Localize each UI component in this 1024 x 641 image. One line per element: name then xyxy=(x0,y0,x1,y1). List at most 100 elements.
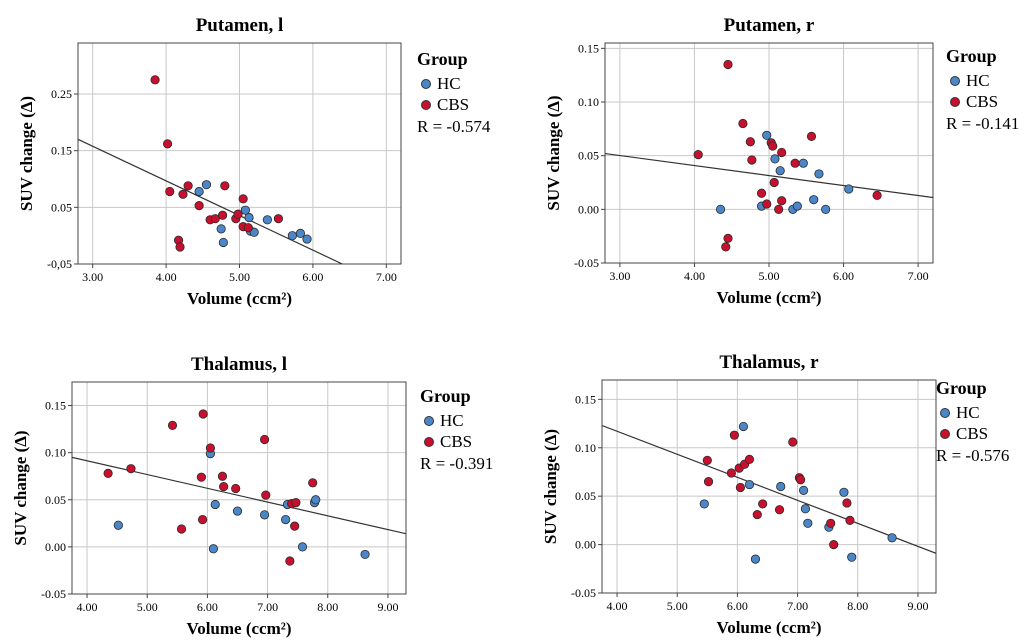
legend-putamen-r: Group HC CBS R = -0.141 xyxy=(946,46,1019,134)
point-cbs xyxy=(702,455,712,465)
point-cbs xyxy=(806,131,817,141)
chart-thalamus-l: 4.00 5.00 6.00 7.00 8.00 9.00 -0.05 0.00 0.05 0.1… xyxy=(0,320,512,641)
chart-title: Putamen, l xyxy=(196,15,284,36)
point-hc xyxy=(821,204,831,214)
plot-border xyxy=(77,42,402,265)
chart-title: Thalamus, r xyxy=(719,352,819,373)
x-tick-label: 5.00 xyxy=(137,600,158,614)
legend-label-cbs: CBS xyxy=(437,95,470,114)
cbs-marker-icon xyxy=(940,428,950,439)
chart-title: Putamen, r xyxy=(724,15,815,36)
x-tick-label: 4.00 xyxy=(607,599,628,613)
point-cbs xyxy=(726,468,736,478)
point-hc xyxy=(218,237,228,248)
chart-putamen-r: 3.00 4.00 5.00 6.00 7.00 -0.05 0.00 0.05 0.10 0.1… xyxy=(512,0,1024,320)
point-cbs xyxy=(769,177,779,188)
point-hc xyxy=(232,506,243,516)
y-tick-label: 0.05 xyxy=(575,489,596,503)
x-axis-label: Volume (ccm²) xyxy=(716,618,821,637)
x-axis-label: Volume (ccm²) xyxy=(716,288,821,307)
point-hc xyxy=(744,479,755,490)
point-cbs xyxy=(729,430,739,440)
point-hc xyxy=(738,421,749,432)
legend-item-hc: HC xyxy=(417,73,490,94)
point-hc xyxy=(814,169,824,179)
point-cbs xyxy=(196,472,206,482)
r-value: R = -0.576 xyxy=(936,446,1010,465)
point-cbs xyxy=(205,443,216,453)
point-hc xyxy=(281,514,291,525)
legend-title: Group xyxy=(946,46,997,66)
point-hc xyxy=(770,154,780,164)
legend-putamen-l: Group HC CBS R = -0.574 xyxy=(417,49,490,137)
fit-line xyxy=(605,152,933,199)
point-hc xyxy=(792,201,802,211)
legend-title: Group xyxy=(936,378,987,398)
cbs-marker-icon xyxy=(421,99,431,110)
r-value: R = -0.574 xyxy=(417,117,491,136)
point-cbs xyxy=(150,75,160,85)
point-cbs xyxy=(756,188,767,198)
x-axis-label: Volume (ccm²) xyxy=(186,619,291,638)
legend-item-hc: HC xyxy=(936,402,1009,423)
y-tick-label: -0,05 xyxy=(47,257,72,271)
point-hc xyxy=(699,499,709,509)
r-value: R = -0.141 xyxy=(946,114,1020,133)
legend-item-hc: HC xyxy=(946,70,1019,91)
y-tick-label: 0.00 xyxy=(578,202,599,216)
legend-thalamus-r: Group HC CBS R = -0.576 xyxy=(936,378,1009,466)
x-tick-label: 4.00 xyxy=(684,269,705,283)
point-hc xyxy=(715,204,726,214)
point-hc xyxy=(295,228,306,238)
legend-item-cbs: CBS xyxy=(417,94,490,115)
point-cbs xyxy=(218,210,228,220)
point-cbs xyxy=(747,155,757,165)
y-tick-label: -0.05 xyxy=(41,587,66,601)
point-cbs xyxy=(194,201,204,211)
fit-line xyxy=(78,138,343,264)
y-tick-label: 0.15 xyxy=(578,41,599,55)
chart-thalamus-l-svg: 4.00 5.00 6.00 7.00 8.00 9.00 -0.05 0.00 0.05 0.1… xyxy=(11,354,407,638)
point-cbs xyxy=(738,118,748,129)
chart-thalamus-r: 4.00 5.00 6.00 7.00 8.00 9.00 -0.05 0.00 0.05 0.1… xyxy=(512,320,1024,641)
fit-line xyxy=(602,424,936,554)
y-tick-label: 0.10 xyxy=(45,446,66,460)
x-tick-label: 6.00 xyxy=(833,269,854,283)
point-cbs xyxy=(723,59,733,70)
point-hc xyxy=(360,549,370,560)
hc-marker-icon xyxy=(421,78,431,89)
point-hc xyxy=(762,130,772,140)
point-hc xyxy=(311,495,321,505)
point-cbs xyxy=(198,409,208,419)
point-cbs xyxy=(220,181,230,191)
point-cbs xyxy=(693,150,703,160)
point-cbs xyxy=(777,147,787,158)
point-cbs xyxy=(768,141,778,151)
point-cbs xyxy=(176,524,187,534)
point-hc xyxy=(750,554,761,564)
x-tick-label: 3.00 xyxy=(82,270,103,284)
point-cbs xyxy=(219,481,229,492)
y-tick-label: -0.05 xyxy=(571,586,596,600)
point-cbs xyxy=(774,505,785,515)
x-tick-label: 6.00 xyxy=(197,600,218,614)
x-tick-label: 6.00 xyxy=(727,599,748,613)
point-hc xyxy=(799,485,809,495)
hc-marker-icon xyxy=(940,407,950,418)
point-cbs xyxy=(233,209,243,219)
point-hc xyxy=(839,487,849,497)
point-hc xyxy=(240,205,250,215)
point-hc xyxy=(844,184,854,194)
point-hc xyxy=(262,215,272,225)
point-cbs xyxy=(762,199,772,209)
legend-item-cbs: CBS xyxy=(420,431,493,452)
point-cbs xyxy=(285,556,295,566)
x-tick-label: 5.00 xyxy=(759,269,780,283)
legend-title: Group xyxy=(417,49,468,69)
point-cbs xyxy=(777,196,787,206)
plot-border xyxy=(604,42,934,264)
y-tick-label: 0.10 xyxy=(578,95,599,109)
x-tick-label: 3.00 xyxy=(609,269,630,283)
legend-label-cbs: CBS xyxy=(966,92,999,111)
point-cbs xyxy=(238,194,248,204)
